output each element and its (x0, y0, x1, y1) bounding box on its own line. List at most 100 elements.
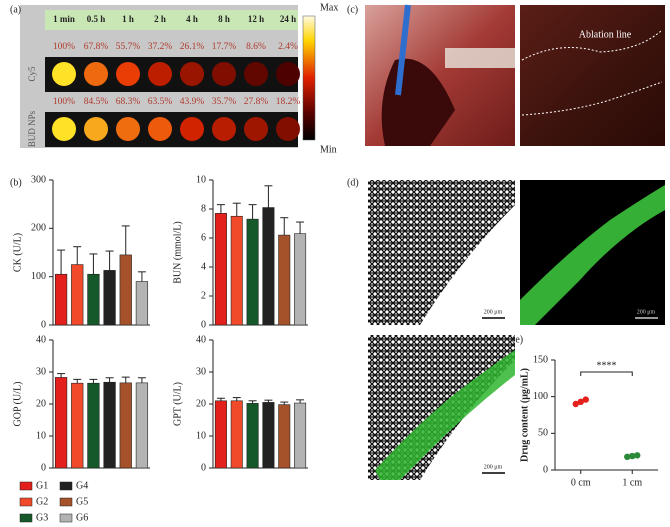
panel-label: (c) (347, 4, 358, 15)
time-label: 1 h (122, 14, 134, 24)
panel-label: (d) (347, 177, 359, 188)
photo-detail (445, 48, 515, 68)
bar (87, 382, 100, 469)
point (624, 453, 631, 460)
y-tick-label: 0 (201, 319, 206, 330)
point (634, 452, 641, 459)
time-label: 1 min (53, 14, 75, 24)
y-axis-label: Drug content (μg/mL) (519, 368, 530, 462)
bar (135, 382, 149, 469)
time-label: 2 h (154, 14, 166, 24)
organ-signal (244, 117, 268, 141)
scale-bar-label: 200 μm (637, 309, 656, 315)
y-tick-label: 10 (196, 174, 206, 185)
panel-label: (b) (10, 177, 22, 188)
panel-label: (a) (10, 4, 21, 15)
scale-min: Min (320, 144, 337, 155)
y-tick-label: 150 (533, 354, 548, 365)
y-tick-label: 4 (201, 261, 206, 272)
y-tick-label: 50 (538, 428, 548, 439)
organ-signal (148, 117, 172, 141)
organ-signal (52, 62, 76, 86)
y-tick-label: 300 (31, 174, 46, 185)
tissue-texture (368, 180, 515, 325)
y-tick-label: 6 (201, 232, 206, 243)
legend-label: G2 (36, 496, 48, 507)
legend-swatch (59, 513, 73, 523)
legend-label: G4 (76, 480, 88, 491)
significance-bracket (580, 371, 633, 376)
y-tick-label: 40 (196, 334, 206, 345)
percent-label: 67.8% (84, 42, 109, 52)
time-label: 0.5 h (87, 14, 106, 24)
organ-signal (180, 117, 204, 141)
bar (119, 254, 132, 326)
scale-bar-label: 200 μm (484, 464, 503, 470)
bar (230, 215, 243, 326)
y-tick-label: 100 (31, 271, 46, 282)
bar (87, 273, 100, 326)
y-tick-label: 30 (196, 366, 206, 377)
bar (230, 400, 243, 469)
scale-bar-label: 200 μm (484, 309, 503, 315)
percent-label: 26.1% (180, 42, 205, 52)
panel-label: (e) (512, 334, 523, 345)
bar (294, 233, 307, 326)
organ-signal (212, 117, 236, 141)
y-tick-label: 0 (41, 462, 46, 473)
bar (54, 377, 68, 469)
legend-swatch (19, 513, 33, 523)
time-header (45, 10, 298, 30)
point (629, 452, 636, 460)
percent-label: 84.5% (84, 97, 109, 107)
bar (214, 400, 227, 469)
x-tick-label: 1 cm (622, 477, 642, 488)
time-label: 4 h (186, 14, 198, 24)
bar (54, 273, 68, 326)
bar (119, 382, 132, 469)
percent-label: 68.3% (116, 97, 141, 107)
y-tick-label: 200 (31, 223, 46, 234)
bar (135, 281, 149, 326)
y-tick-label: 20 (36, 398, 46, 409)
ablation-outline (521, 81, 663, 116)
point (582, 396, 589, 403)
organ-signal (116, 62, 140, 86)
y-tick-label: 20 (196, 398, 206, 409)
organ-signal (180, 62, 204, 86)
percent-label: 2.4% (278, 42, 298, 52)
legend-swatch (59, 481, 73, 491)
legend-label: G5 (76, 496, 88, 507)
organ-signal (276, 62, 300, 86)
legend-label: G3 (36, 512, 48, 523)
significance-label: **** (597, 360, 617, 371)
bar (262, 207, 275, 326)
bar (214, 213, 227, 326)
y-tick-label: 0 (543, 464, 548, 475)
percent-label: 55.7% (116, 42, 141, 52)
percent-label: 100% (53, 42, 75, 52)
y-axis-label: GOP (U/L) (12, 382, 23, 427)
bar (71, 264, 84, 326)
y-tick-label: 10 (196, 430, 206, 441)
percent-label: 8.6% (246, 42, 266, 52)
color-bar (302, 15, 316, 141)
percent-label: 37.2% (148, 42, 173, 52)
legend-label: G6 (76, 512, 88, 523)
row-label: BUD NPs (27, 110, 37, 147)
bar (246, 218, 259, 326)
bar (71, 382, 84, 469)
ablation-photo (520, 5, 665, 146)
row-label: Cy5 (27, 66, 37, 82)
percent-label: 35.7% (212, 97, 237, 107)
bar (278, 234, 291, 326)
percent-label: 18.2% (276, 97, 301, 107)
y-tick-label: 30 (36, 366, 46, 377)
ablation-label: Ablation line (579, 29, 632, 40)
percent-label: 27.8% (244, 97, 269, 107)
bar (246, 403, 259, 469)
percent-label: 100% (53, 97, 75, 107)
legend-label: G1 (36, 480, 48, 491)
bar (103, 381, 116, 469)
